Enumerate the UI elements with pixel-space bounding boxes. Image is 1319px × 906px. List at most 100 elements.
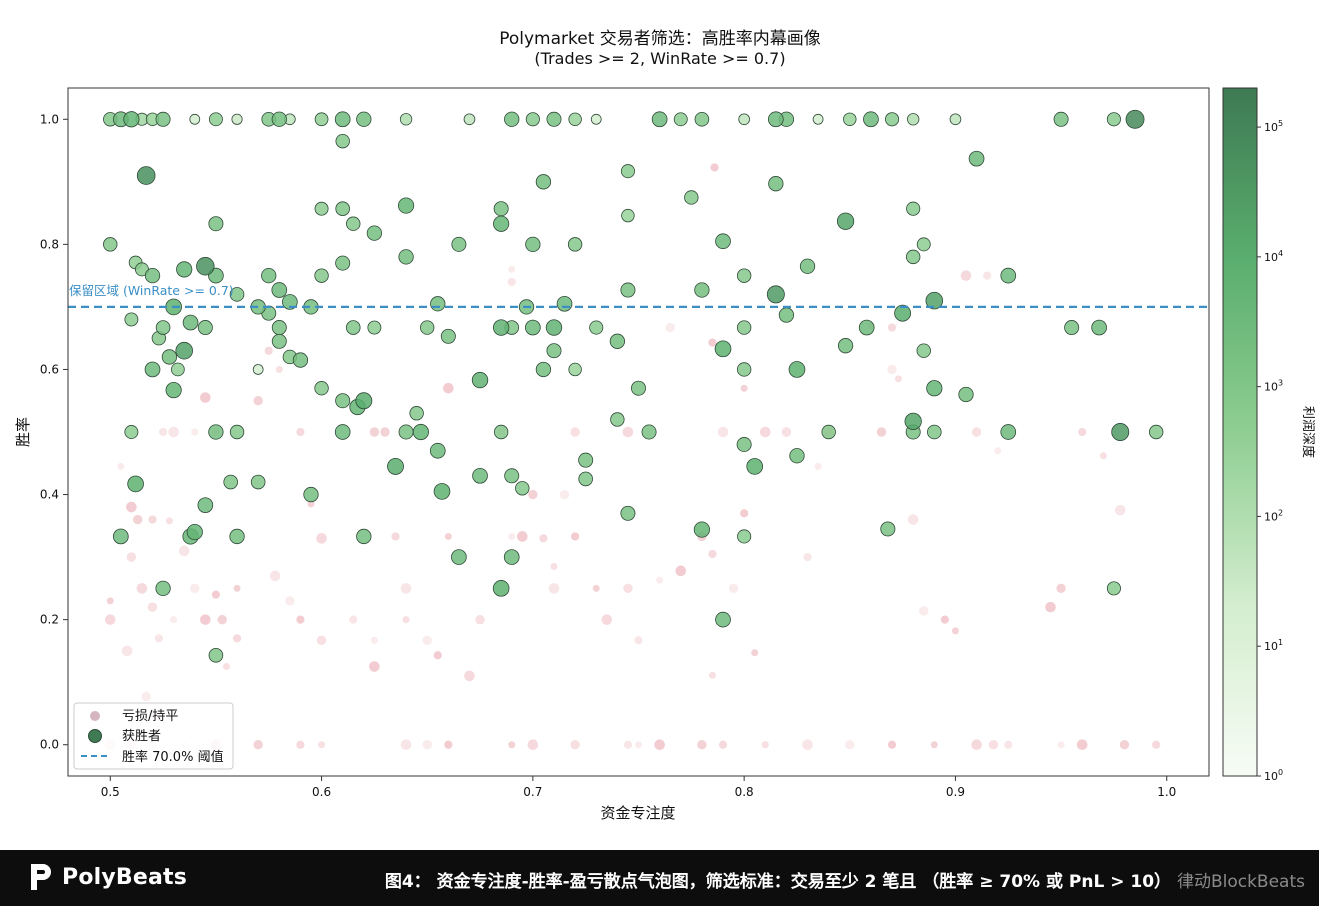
winner-point	[356, 111, 372, 127]
loser-point	[154, 634, 163, 643]
winner-point	[112, 528, 129, 545]
winner-point	[789, 448, 805, 464]
winner-point	[1106, 112, 1121, 127]
winner-point	[367, 320, 382, 335]
winner-point	[694, 111, 710, 127]
winner-point	[223, 474, 238, 490]
loser-point	[1152, 740, 1161, 749]
loser-point	[983, 271, 992, 280]
winner-point	[399, 113, 413, 126]
loser-point	[475, 614, 485, 625]
winner-point	[429, 442, 446, 459]
winner-point	[778, 307, 795, 323]
colorbar-tick-label: 100	[1264, 768, 1283, 783]
loser-point	[623, 740, 633, 749]
winner-point	[334, 111, 351, 128]
loser-point	[548, 583, 560, 594]
loser-point	[380, 427, 390, 437]
loser-point	[539, 534, 548, 543]
loser-point	[570, 740, 580, 750]
loser-point	[106, 597, 114, 605]
winner-point	[836, 212, 855, 230]
winner-point	[492, 319, 510, 336]
winner-point	[1125, 109, 1145, 129]
winner-point	[578, 471, 593, 487]
winner-point	[175, 341, 193, 360]
winner-point	[472, 467, 488, 484]
watermark: 律动BlockBeats	[1176, 872, 1305, 892]
winner-point	[715, 611, 731, 628]
winner-point	[314, 112, 329, 127]
loser-point	[264, 346, 273, 355]
legend-label-loser: 亏损/持平	[122, 709, 178, 724]
loser-point	[708, 338, 717, 347]
loser-point	[971, 739, 982, 751]
winner-point	[1000, 267, 1017, 284]
colorbar-tick-label: 105	[1264, 119, 1283, 134]
x-tick-label: 0.9	[946, 785, 965, 799]
loser-point	[211, 590, 221, 599]
loser-point	[369, 661, 380, 672]
winner-point	[926, 380, 943, 397]
winner-point	[161, 349, 178, 365]
loser-point	[316, 533, 327, 544]
loser-point	[592, 584, 600, 592]
winner-point	[504, 468, 520, 484]
winner-point	[433, 483, 451, 500]
colorbar-tick-label: 102	[1264, 508, 1283, 523]
winner-point	[355, 392, 373, 410]
winner-point	[788, 361, 806, 378]
loser-point	[845, 740, 855, 750]
footer-bar: PolyBeats 图4： 资金专注度-胜率-盈亏散点气泡图，筛选标准：交易至少…	[0, 850, 1319, 906]
legend-marker-winner	[88, 729, 102, 743]
winner-point	[525, 236, 541, 253]
winner-point	[766, 285, 785, 304]
winner-point	[546, 343, 562, 359]
loser-point	[433, 651, 442, 660]
loser-point	[200, 392, 211, 403]
loser-point	[508, 532, 516, 540]
loser-point	[349, 615, 358, 624]
winner-point	[885, 112, 900, 127]
loser-point	[168, 426, 179, 438]
winner-point	[412, 423, 429, 441]
winner-point	[568, 112, 582, 126]
y-tick-label: 0.0	[40, 738, 59, 752]
winner-points	[103, 109, 1164, 663]
winner-point	[314, 201, 329, 216]
winner-point	[176, 261, 193, 278]
winner-point	[504, 111, 520, 127]
loser-point	[285, 596, 295, 606]
winner-point	[271, 282, 288, 298]
winner-point	[684, 190, 699, 205]
winner-point	[736, 437, 752, 452]
winner-point	[335, 201, 350, 217]
brand-name: PolyBeats	[62, 864, 188, 890]
winner-point	[736, 268, 752, 283]
winner-point	[196, 257, 215, 276]
loser-point	[1076, 739, 1088, 751]
loser-point	[1119, 740, 1130, 750]
winner-point	[189, 113, 201, 125]
winner-point	[567, 237, 583, 252]
loser-point	[814, 462, 822, 470]
loser-point	[887, 323, 897, 332]
loser-point	[759, 426, 771, 438]
winner-point	[124, 312, 139, 327]
loser-point	[781, 427, 792, 437]
loser-point	[391, 532, 400, 541]
loser-point	[907, 514, 919, 525]
x-tick-label: 0.6	[312, 785, 331, 799]
x-tick-label: 0.8	[735, 785, 754, 799]
loser-point	[635, 741, 642, 749]
winner-point	[1000, 424, 1017, 440]
loser-point	[190, 583, 200, 594]
winner-point	[768, 111, 784, 128]
loser-point	[527, 739, 539, 751]
loser-point	[133, 514, 143, 525]
colorbar-label: 利润深度	[1300, 406, 1316, 458]
loser-point	[887, 364, 897, 375]
winner-point	[356, 528, 372, 545]
loser-point	[191, 428, 199, 436]
loser-point	[1114, 504, 1126, 516]
